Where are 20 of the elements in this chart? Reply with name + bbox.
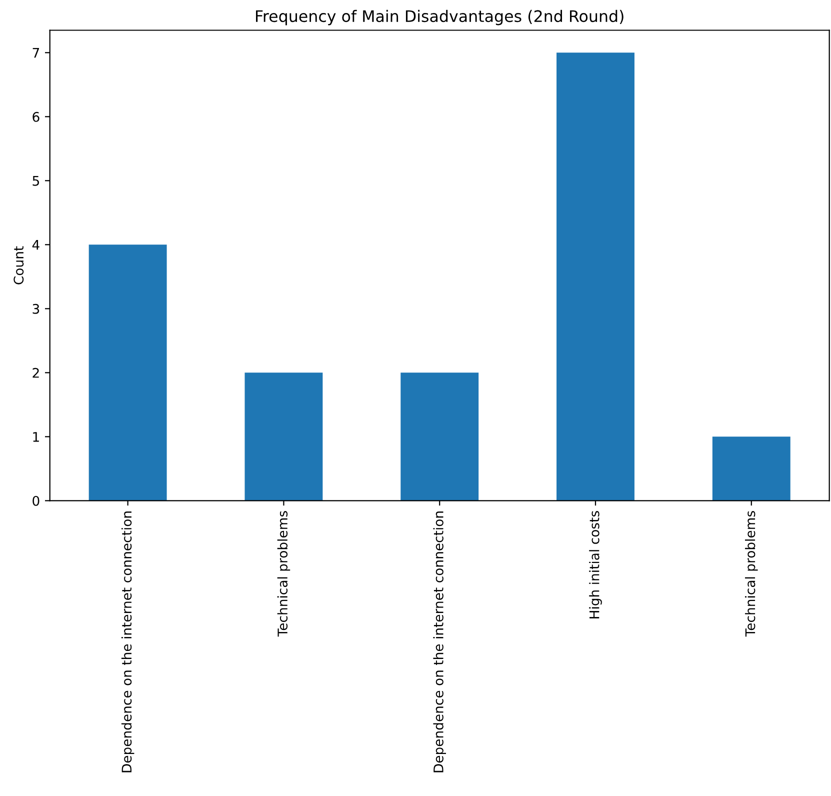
bar	[556, 52, 634, 501]
y-tick-label: 7	[32, 48, 40, 58]
x-tick-label: Technical problems	[745, 511, 758, 637]
bar	[712, 436, 790, 501]
y-tick-label: 5	[32, 176, 39, 186]
x-tick-label: High initial costs	[589, 511, 602, 618]
bar	[244, 372, 323, 501]
y-tick-label: 0	[32, 496, 40, 506]
y-tick-label: 1	[33, 432, 39, 442]
x-tick-label: Dependence on the internet connection	[433, 512, 446, 772]
y-axis-title: Count	[14, 246, 24, 284]
bar	[400, 372, 479, 501]
x-tick-label: Dependence on the internet connection	[121, 512, 134, 772]
bar	[88, 244, 167, 501]
y-tick-label: 4	[32, 240, 40, 250]
chart-title: Frequency of Main Disadvantages (2nd Round)	[256, 10, 624, 26]
x-tick-label: Technical problems	[277, 511, 290, 637]
y-tick-label: 3	[32, 304, 40, 314]
y-tick-label: 6	[32, 112, 40, 122]
y-tick-label: 2	[32, 368, 39, 378]
